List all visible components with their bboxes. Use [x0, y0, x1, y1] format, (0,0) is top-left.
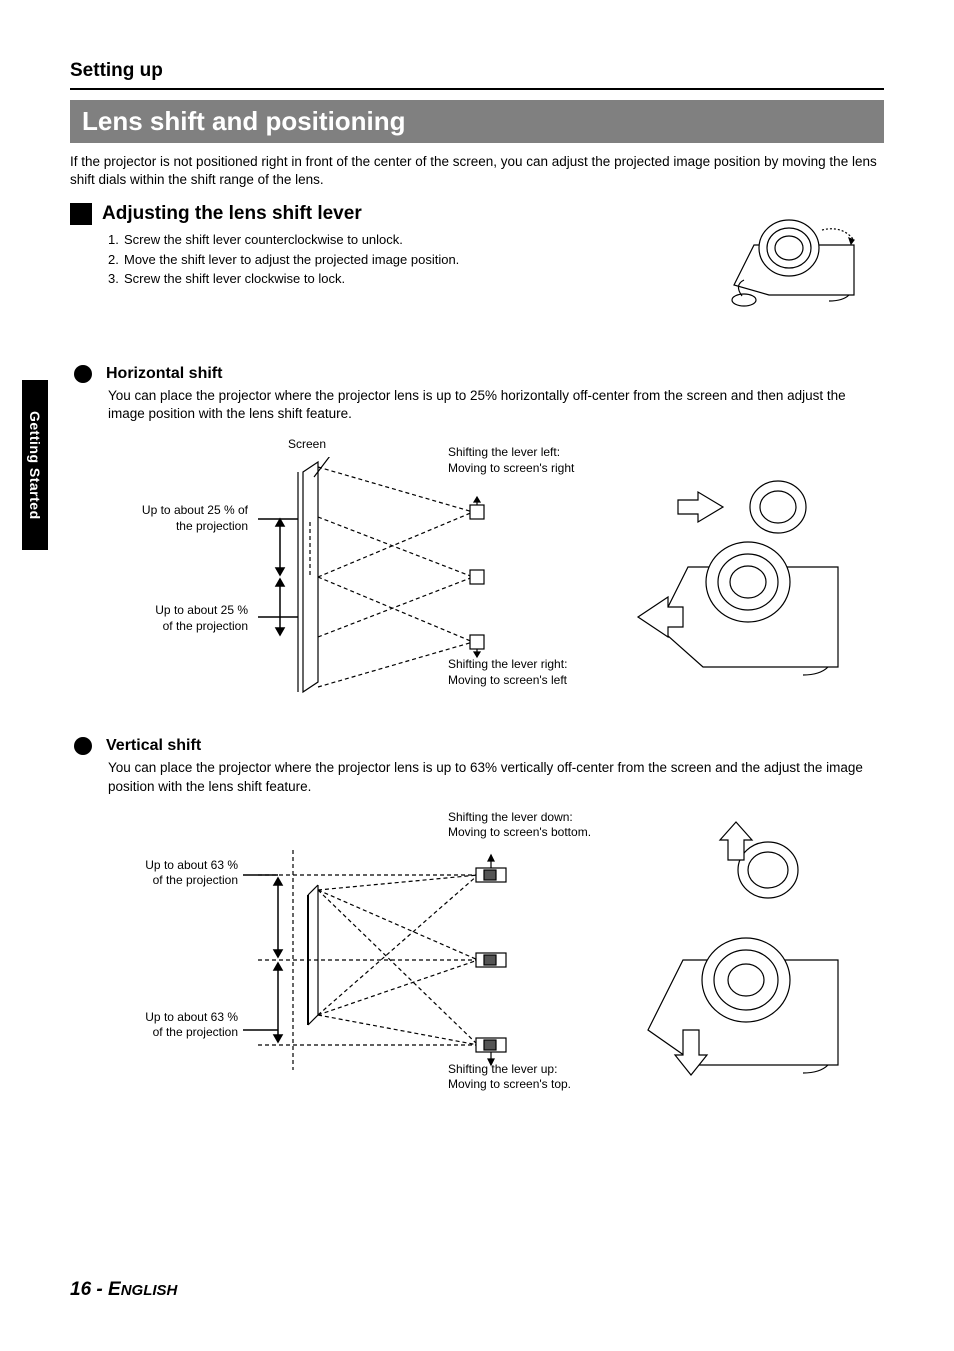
page-content: Setting up Lens shift and positioning If…	[0, 0, 954, 1351]
subheading-vertical: Vertical shift	[74, 737, 884, 755]
banner-title: Lens shift and positioning	[70, 100, 884, 143]
footer-page-num: 16 -	[70, 1279, 108, 1300]
label-pct-bot: Up to about 25 % of the projection	[108, 603, 248, 634]
subheading-horizontal: Horizontal shift	[74, 365, 884, 383]
vertical-body: You can place the projector where the pr…	[108, 759, 884, 795]
vertical-schematic	[238, 840, 518, 1090]
horizontal-body: You can place the projector where the pr…	[108, 387, 884, 423]
divider	[70, 88, 884, 90]
vpct-bot-line1: Up to about 63 %	[145, 1010, 238, 1024]
lever-down-line1: Shifting the lever down:	[448, 810, 573, 824]
circle-bullet-icon	[74, 737, 92, 755]
label-vpct-top: Up to about 63 % of the projection	[108, 858, 238, 889]
vpct-top-line1: Up to about 63 %	[145, 858, 238, 872]
pct-bot-line2: of the projection	[163, 619, 248, 633]
intro-text: If the projector is not positioned right…	[70, 153, 884, 189]
label-vpct-bot: Up to about 63 % of the projection	[108, 1010, 238, 1041]
adjust-heading: Adjusting the lens shift lever	[102, 203, 362, 225]
lens-illustration-top	[714, 190, 874, 320]
vpct-bot-line2: of the projection	[153, 1025, 238, 1039]
pct-bot-line1: Up to about 25 %	[155, 603, 248, 617]
section-header: Setting up	[70, 60, 884, 82]
footer-lang-initial: E	[108, 1279, 121, 1300]
page-footer: 16 - ENGLISH	[70, 1279, 177, 1301]
horizontal-diagram: Screen Shifting the lever left: Moving t…	[108, 437, 884, 717]
label-screen: Screen	[288, 437, 326, 453]
horizontal-heading: Horizontal shift	[106, 365, 222, 383]
pct-top-line2: the projection	[176, 519, 248, 533]
horizontal-lens-illustration	[628, 467, 858, 687]
square-bullet-icon	[70, 203, 92, 225]
step-1-text: Screw the shift lever counterclockwise t…	[124, 232, 403, 247]
circle-bullet-icon	[74, 365, 92, 383]
step-2-text: Move the shift lever to adjust the proje…	[124, 252, 459, 267]
vpct-top-line2: of the projection	[153, 873, 238, 887]
vertical-diagram: Shifting the lever down: Moving to scree…	[108, 810, 884, 1130]
label-lever-down: Shifting the lever down: Moving to scree…	[448, 810, 591, 841]
step-3-text: Screw the shift lever clockwise to lock.	[124, 271, 345, 286]
horizontal-schematic	[248, 457, 508, 697]
lever-down-line2: Moving to screen's bottom.	[448, 825, 591, 839]
pct-top-line1: Up to about 25 % of	[142, 503, 248, 517]
label-pct-top: Up to about 25 % of the projection	[108, 503, 248, 534]
vertical-heading: Vertical shift	[106, 737, 201, 755]
vertical-lens-illustration	[628, 820, 858, 1080]
footer-lang-rest: NGLISH	[121, 1282, 178, 1299]
